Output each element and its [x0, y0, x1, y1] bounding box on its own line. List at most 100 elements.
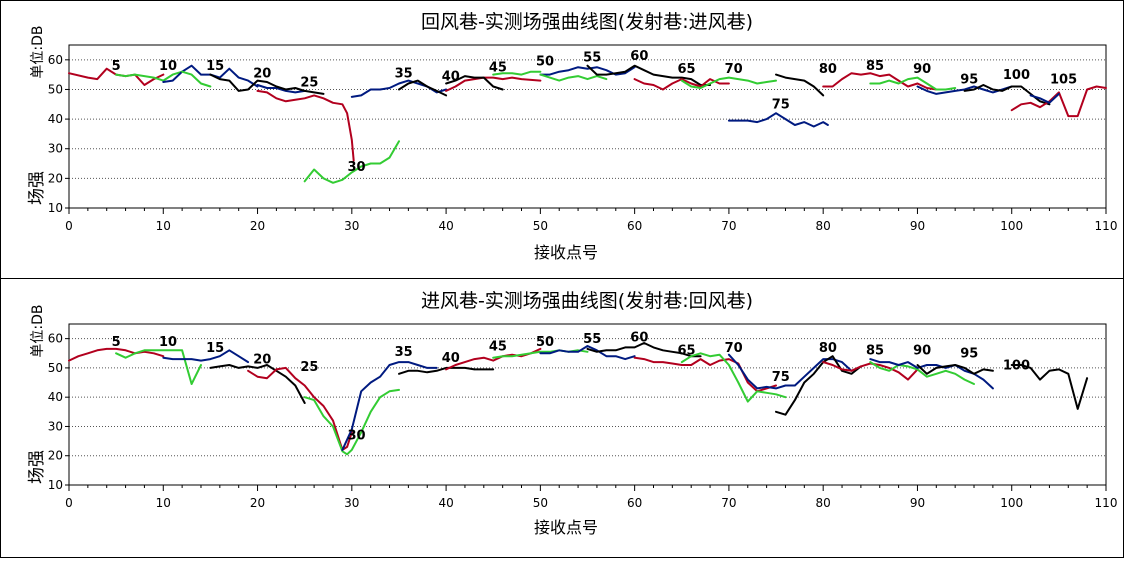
y-tick-label: 50 — [48, 82, 63, 96]
series-line-black — [775, 73, 825, 97]
point-annotation: 85 — [866, 59, 884, 74]
point-annotation: 70 — [725, 62, 743, 77]
point-annotation: 90 — [913, 344, 931, 359]
y-tick-label: 20 — [48, 449, 63, 463]
series-line-red — [633, 356, 777, 393]
point-annotation: 60 — [630, 331, 648, 346]
series-line-black — [916, 364, 994, 375]
series-line-green — [303, 140, 400, 184]
y-tick-label: 60 — [48, 332, 63, 346]
y-tick-label: 40 — [48, 112, 63, 126]
point-annotation: 55 — [583, 50, 601, 65]
plot-frame — [68, 44, 1107, 209]
y-tick-label: 60 — [48, 53, 63, 67]
x-tick-label: 110 — [1095, 496, 1118, 510]
chart-divider — [0, 278, 1124, 279]
series-line-green — [303, 388, 400, 456]
series-line-black — [209, 73, 278, 92]
series-line-black — [445, 75, 504, 91]
series-line-green — [869, 76, 957, 91]
series-line-black — [275, 85, 325, 95]
series-line-green — [115, 70, 184, 82]
series-line-black — [963, 84, 1051, 106]
point-annotation: 50 — [536, 335, 554, 350]
point-annotation: 45 — [489, 61, 507, 76]
x-tick-label: 90 — [910, 219, 925, 233]
point-annotation: 30 — [347, 429, 365, 444]
point-annotation: 60 — [630, 49, 648, 64]
point-annotation: 40 — [442, 70, 460, 85]
x-tick-label: 10 — [156, 496, 171, 510]
point-annotation: 30 — [347, 160, 365, 175]
chart-svg-bottom: 进风巷-实测场强曲线图(发射巷:回风巷) 单位:DB 场强 接收点号 10 20 3… — [27, 290, 1118, 537]
series-line-navy — [916, 85, 1013, 95]
x-axis-label: 接收点号 — [534, 518, 598, 537]
point-annotation: 95 — [960, 347, 978, 362]
point-annotation: 20 — [253, 67, 271, 82]
series-line-black — [398, 79, 448, 97]
point-annotation: 25 — [300, 75, 318, 90]
series-line-black — [1010, 364, 1089, 410]
point-annotation: 50 — [536, 55, 554, 70]
series-line-navy — [539, 66, 636, 76]
series-line-green — [680, 352, 787, 403]
series-line-black — [209, 364, 306, 404]
x-tick-label: 0 — [65, 496, 73, 510]
x-tick-label: 70 — [721, 496, 736, 510]
series-line-navy — [727, 353, 853, 390]
point-annotation: 100 — [1003, 358, 1030, 373]
y-tick-label: 50 — [48, 361, 63, 375]
point-annotation: 80 — [819, 62, 837, 77]
point-annotation: 10 — [159, 335, 177, 350]
chart-panel-top: 回风巷-实测场强曲线图(发射巷:进风巷) 单位:DB 场强 接收点号 10 20 3… — [0, 0, 1124, 278]
series-line-red — [68, 347, 165, 362]
series-line-navy — [162, 349, 250, 364]
x-tick-label: 80 — [816, 496, 831, 510]
x-tick-label: 50 — [533, 496, 548, 510]
point-annotation: 35 — [395, 345, 413, 360]
series-line-navy — [256, 84, 306, 94]
series-line-black — [775, 355, 862, 416]
y-tick-label: 10 — [48, 201, 63, 215]
point-annotation: 75 — [772, 98, 790, 113]
y-tick-label: 30 — [48, 142, 63, 156]
y-tick-label: 20 — [48, 171, 63, 185]
point-annotation: 100 — [1003, 68, 1030, 83]
series-line-navy — [341, 361, 438, 451]
point-annotation: 95 — [960, 73, 978, 88]
chart-svg-top: 回风巷-实测场强曲线图(发射巷:进风巷) 单位:DB 场强 接收点号 10 20 3… — [27, 11, 1117, 262]
x-tick-label: 100 — [1000, 496, 1023, 510]
series-line-red — [822, 361, 919, 381]
y-tick-label: 10 — [48, 478, 63, 492]
x-tick-label: 20 — [250, 496, 265, 510]
series-line-green — [539, 73, 608, 82]
point-annotation: 85 — [866, 344, 884, 359]
point-annotation: 45 — [489, 339, 507, 354]
x-tick-label: 40 — [438, 219, 453, 233]
point-annotation: 55 — [583, 332, 601, 347]
x-tick-label: 60 — [627, 219, 642, 233]
series-line-green — [492, 70, 542, 76]
series-line-red — [445, 76, 542, 92]
series-line-red — [822, 72, 938, 91]
plot-frame — [68, 323, 1107, 486]
point-annotation: 105 — [1050, 73, 1077, 88]
point-annotation: 10 — [159, 59, 177, 74]
point-annotation: 15 — [206, 59, 224, 74]
point-annotation: 65 — [677, 62, 695, 77]
y-axis-label-unit: 单位:DB — [30, 304, 46, 357]
point-annotation: 80 — [819, 341, 837, 356]
point-annotation: 90 — [913, 62, 931, 77]
point-annotation: 40 — [442, 351, 460, 366]
series-line-red — [1010, 85, 1107, 118]
x-tick-label: 10 — [156, 219, 171, 233]
series-line-green — [115, 349, 202, 385]
x-tick-label: 20 — [250, 219, 265, 233]
chart-title: 回风巷-实测场强曲线图(发射巷:进风巷) — [421, 11, 753, 33]
series-line-green — [181, 70, 212, 88]
point-annotation: 20 — [253, 353, 271, 368]
x-tick-label: 40 — [438, 496, 453, 510]
series-line-black — [586, 64, 712, 86]
